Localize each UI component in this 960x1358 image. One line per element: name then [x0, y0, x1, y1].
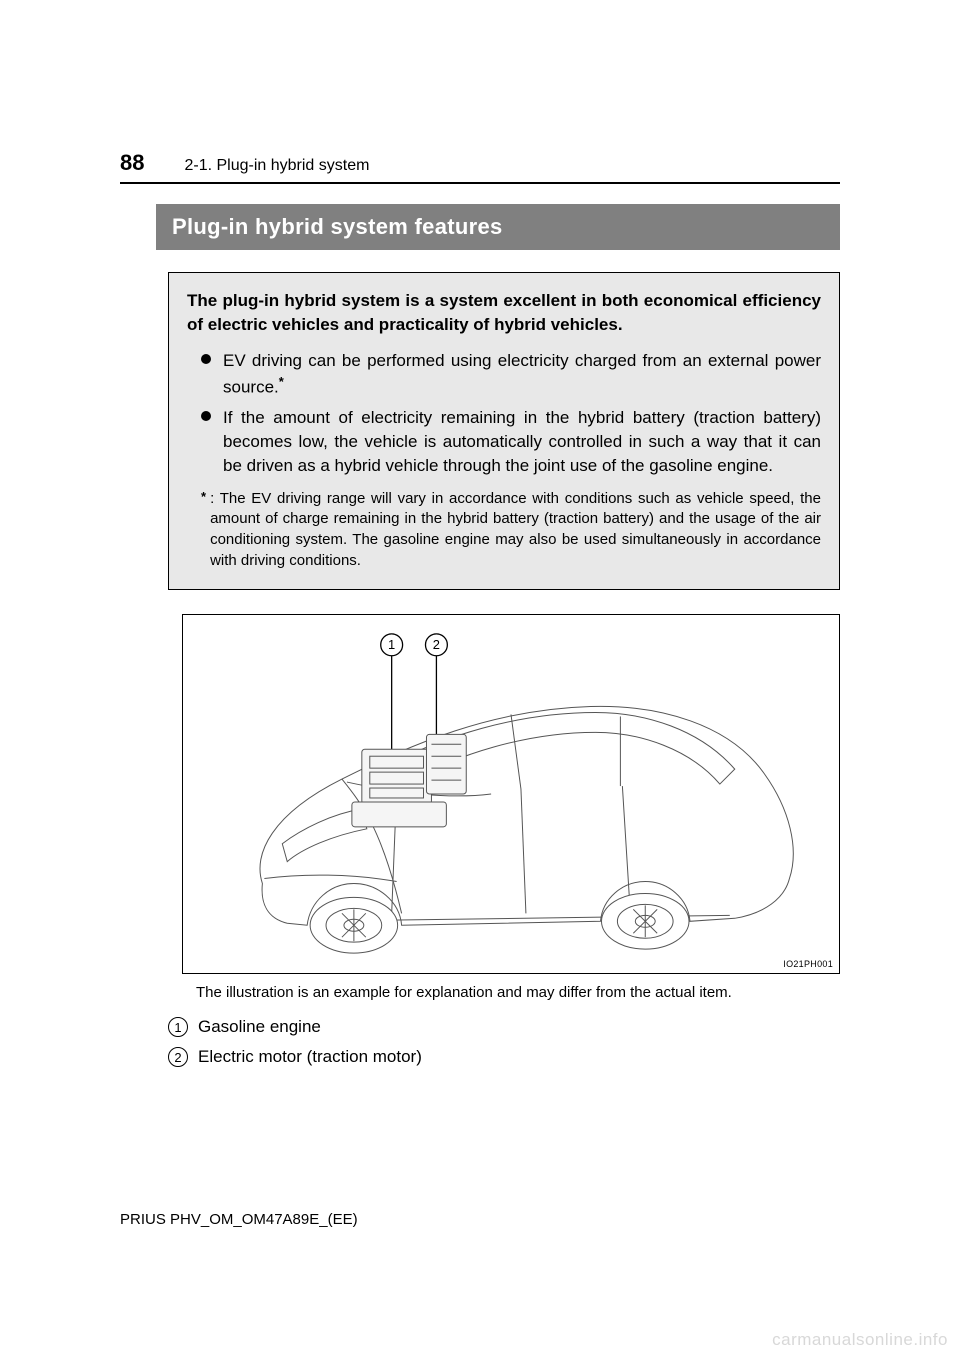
summary-bullet-list: EV driving can be performed using electr… [187, 349, 821, 478]
footnote: * : The EV driving range will vary in ac… [187, 489, 821, 572]
section-title: Plug-in hybrid system features [156, 204, 840, 250]
summary-intro: The plug-in hybrid system is a system ex… [187, 289, 821, 337]
vehicle-figure: 1 2 [182, 614, 840, 974]
callout-1-label: 1 [388, 637, 395, 652]
vehicle-illustration-svg: 1 2 [183, 615, 839, 973]
section-breadcrumb: 2-1. Plug-in hybrid system [184, 157, 369, 175]
bullet-text: If the amount of electricity remaining i… [223, 408, 821, 475]
page-number: 88 [120, 150, 144, 176]
legend-list: 1 Gasoline engine 2 Electric motor (trac… [168, 1017, 840, 1067]
bullet-icon [201, 354, 211, 364]
legend-number-icon: 1 [168, 1017, 188, 1037]
summary-bullet-item: If the amount of electricity remaining i… [201, 406, 821, 478]
summary-bullet-item: EV driving can be performed using electr… [201, 349, 821, 400]
footnote-colon: : [210, 490, 214, 507]
legend-item: 2 Electric motor (traction motor) [168, 1047, 840, 1067]
header-rule [120, 182, 840, 184]
figure-id: IO21PH001 [783, 959, 833, 969]
legend-label: Gasoline engine [198, 1017, 321, 1037]
manual-page: 88 2-1. Plug-in hybrid system Plug-in hy… [0, 0, 960, 1358]
page-header: 88 2-1. Plug-in hybrid system [120, 150, 840, 176]
watermark: carmanualsonline.info [772, 1330, 948, 1350]
document-footer-code: PRIUS PHV_OM_OM47A89E_(EE) [120, 1211, 358, 1228]
footnote-marker: * [279, 374, 284, 389]
callout-2-label: 2 [433, 637, 440, 652]
footnote-body: The EV driving range will vary in accord… [210, 490, 821, 569]
figure-wrap: 1 2 [168, 614, 840, 1003]
bullet-icon [201, 411, 211, 421]
footnote-text: : The EV driving range will vary in acco… [210, 489, 821, 572]
legend-number-icon: 2 [168, 1047, 188, 1067]
content-area: The plug-in hybrid system is a system ex… [168, 272, 840, 1067]
figure-caption: The illustration is an example for expla… [182, 982, 840, 1003]
summary-box: The plug-in hybrid system is a system ex… [168, 272, 840, 590]
legend-label: Electric motor (traction motor) [198, 1047, 422, 1067]
bullet-text: EV driving can be performed using electr… [223, 351, 821, 397]
legend-item: 1 Gasoline engine [168, 1017, 840, 1037]
footnote-marker: * [201, 489, 206, 572]
